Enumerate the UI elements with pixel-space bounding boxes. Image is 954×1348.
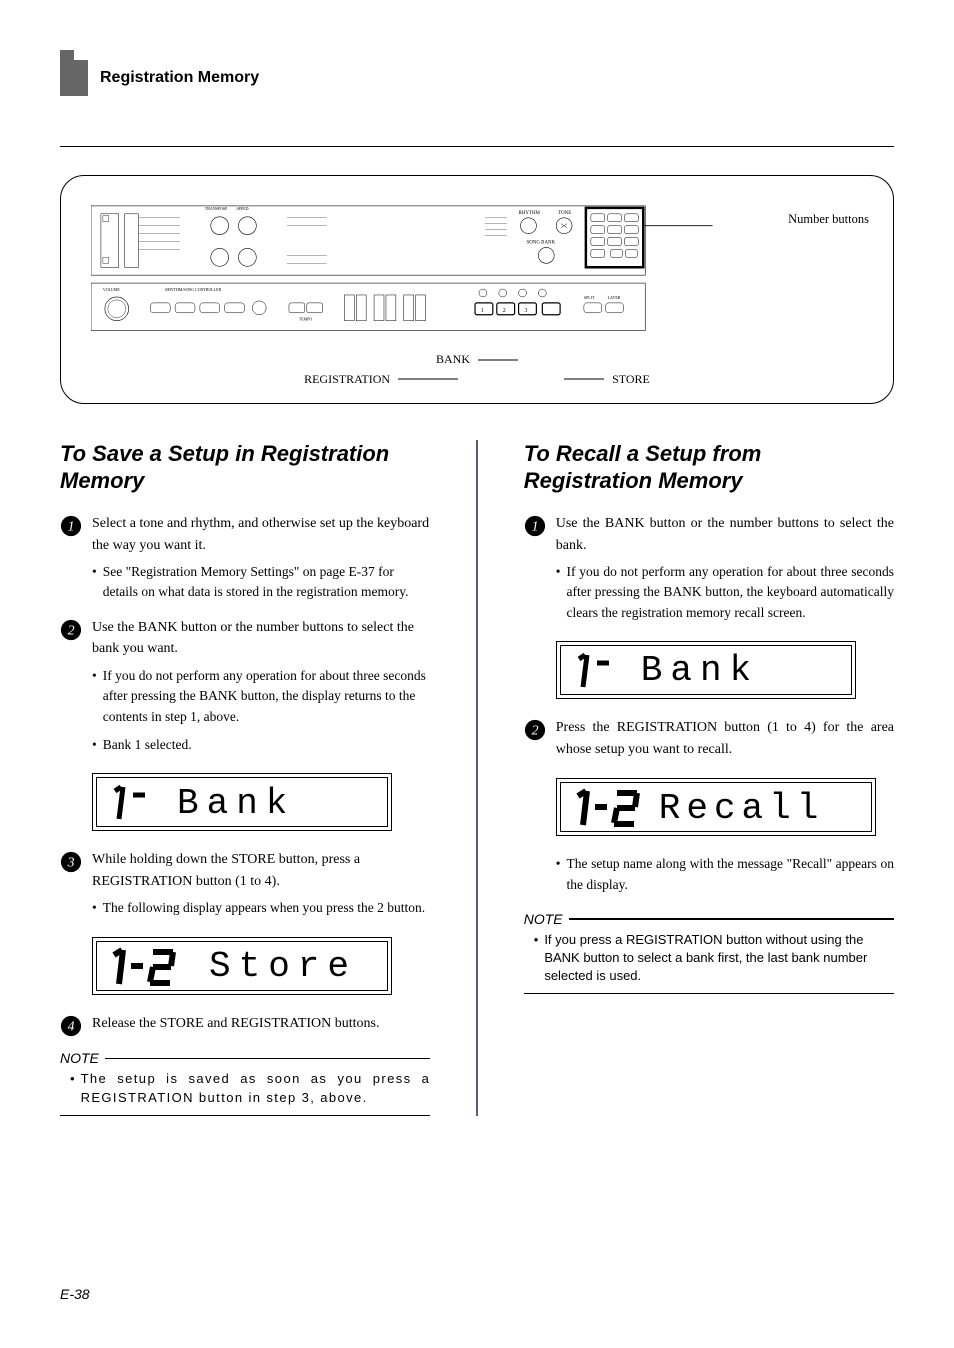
left-note-head: NOTE bbox=[60, 1050, 430, 1066]
svg-text:VOLUME: VOLUME bbox=[103, 287, 120, 292]
rstep1-bullet: If you do not perform any operation for … bbox=[566, 562, 894, 623]
svg-text:LAYER: LAYER bbox=[608, 295, 621, 300]
lcd-bank-left: Bank bbox=[92, 773, 392, 831]
page-header: Registration Memory bbox=[60, 60, 894, 96]
step4-text: Release the STORE and REGISTRATION butto… bbox=[92, 1013, 380, 1035]
diagram-bottom-labels: BANK REGISTRATION STORE bbox=[91, 350, 863, 388]
svg-text:RHYTHM: RHYTHM bbox=[519, 211, 541, 216]
step2-text: Use the BANK button or the number button… bbox=[92, 617, 430, 660]
header-title: Registration Memory bbox=[100, 69, 259, 87]
keyboard-diagram-box: TRANSPOSE SPEED RHYTHM TONE SONG BANK bbox=[60, 175, 894, 404]
svg-text:SONG BANK: SONG BANK bbox=[526, 241, 555, 246]
left-heading: To Save a Setup in Registration Memory bbox=[60, 440, 430, 495]
seg-1-dash-icon bbox=[573, 651, 617, 691]
store-label: STORE bbox=[612, 370, 650, 389]
left-note-text: The setup is saved as soon as you press … bbox=[81, 1070, 431, 1106]
svg-text:2: 2 bbox=[531, 723, 538, 738]
left-step-1: 1 Select a tone and rhythm, and otherwis… bbox=[60, 513, 430, 609]
right-bullet-after: The setup name along with the message "R… bbox=[566, 854, 894, 895]
step-badge-2-icon: 2 bbox=[60, 619, 82, 641]
header-tab-decoration bbox=[60, 60, 88, 96]
left-step-3: 3 While holding down the STORE button, p… bbox=[60, 849, 430, 925]
right-note-body: • If you press a REGISTRATION button wit… bbox=[524, 927, 894, 992]
number-buttons-label: Number buttons bbox=[788, 212, 869, 227]
svg-text:RHYTHM/SONG CONTROLLER: RHYTHM/SONG CONTROLLER bbox=[165, 287, 221, 292]
lcd-store-left: Store bbox=[92, 937, 392, 995]
svg-text:TEMPO: TEMPO bbox=[299, 317, 313, 322]
right-column: To Recall a Setup from Registration Memo… bbox=[524, 440, 894, 1116]
lcd-bank-text: Bank bbox=[177, 783, 295, 824]
right-note-rule bbox=[524, 993, 894, 994]
step-badge-4-icon: 4 bbox=[60, 1015, 82, 1037]
right-note-text: If you press a REGISTRATION button witho… bbox=[544, 931, 894, 986]
lcd-recall-right: Recall bbox=[556, 778, 876, 836]
content-columns: To Save a Setup in Registration Memory 1… bbox=[60, 440, 894, 1116]
lcd-bank-text-r: Bank bbox=[641, 650, 759, 691]
right-note-head: NOTE bbox=[524, 911, 894, 927]
left-column: To Save a Setup in Registration Memory 1… bbox=[60, 440, 430, 1116]
svg-text:2: 2 bbox=[503, 308, 506, 314]
svg-text:1: 1 bbox=[531, 518, 538, 533]
svg-text:4: 4 bbox=[68, 1018, 75, 1033]
lcd-recall-text: Recall bbox=[659, 788, 825, 829]
keyboard-illustration: TRANSPOSE SPEED RHYTHM TONE SONG BANK bbox=[91, 196, 863, 344]
step-badge-1-icon: 1 bbox=[524, 515, 546, 537]
step2-bullet2: Bank 1 selected. bbox=[103, 735, 192, 755]
lcd-store-text: Store bbox=[209, 946, 357, 987]
left-note-rule bbox=[60, 1115, 430, 1116]
right-step-2: 2 Press the REGISTRATION button (1 to 4)… bbox=[524, 717, 894, 766]
page-number: E-38 bbox=[60, 1286, 894, 1302]
seg-1-dash-icon bbox=[109, 783, 153, 823]
step1-bullet: See "Registration Memory Settings" on pa… bbox=[103, 562, 431, 603]
seg-1-2-icon bbox=[109, 946, 185, 988]
svg-text:TONE: TONE bbox=[558, 211, 571, 216]
left-step-2: 2 Use the BANK button or the number butt… bbox=[60, 617, 430, 761]
lcd-bank-right: Bank bbox=[556, 641, 856, 699]
step-badge-3-icon: 3 bbox=[60, 851, 82, 873]
step2-bullet1: If you do not perform any operation for … bbox=[103, 666, 431, 727]
left-step-4: 4 Release the STORE and REGISTRATION but… bbox=[60, 1013, 430, 1041]
step3-bullet: The following display appears when you p… bbox=[103, 898, 425, 918]
right-step-1: 1 Use the BANK button or the number butt… bbox=[524, 513, 894, 629]
bank-label: BANK bbox=[436, 350, 470, 369]
step-badge-1-icon: 1 bbox=[60, 515, 82, 537]
step1-text: Select a tone and rhythm, and otherwise … bbox=[92, 513, 430, 556]
svg-text:3: 3 bbox=[67, 855, 75, 870]
svg-text:SPLIT: SPLIT bbox=[584, 295, 595, 300]
svg-text:1: 1 bbox=[68, 518, 75, 533]
svg-text:2: 2 bbox=[68, 622, 75, 637]
svg-text:3: 3 bbox=[525, 308, 528, 314]
rstep2-text: Press the REGISTRATION button (1 to 4) f… bbox=[556, 717, 894, 760]
note-label-r: NOTE bbox=[524, 911, 563, 927]
left-note-body: • The setup is saved as soon as you pres… bbox=[60, 1066, 430, 1112]
rstep1-text: Use the BANK button or the number button… bbox=[556, 513, 894, 556]
registration-label: REGISTRATION bbox=[304, 370, 390, 389]
step-badge-2-icon: 2 bbox=[524, 719, 546, 741]
svg-text:SPEED: SPEED bbox=[237, 206, 249, 211]
right-heading: To Recall a Setup from Registration Memo… bbox=[524, 440, 894, 495]
seg-1-2-icon bbox=[573, 787, 649, 829]
note-label: NOTE bbox=[60, 1050, 99, 1066]
step3-text: While holding down the STORE button, pre… bbox=[92, 849, 430, 892]
svg-text:TRANSPOSE: TRANSPOSE bbox=[205, 206, 228, 211]
column-divider bbox=[476, 440, 478, 1116]
svg-text:1: 1 bbox=[481, 308, 484, 314]
